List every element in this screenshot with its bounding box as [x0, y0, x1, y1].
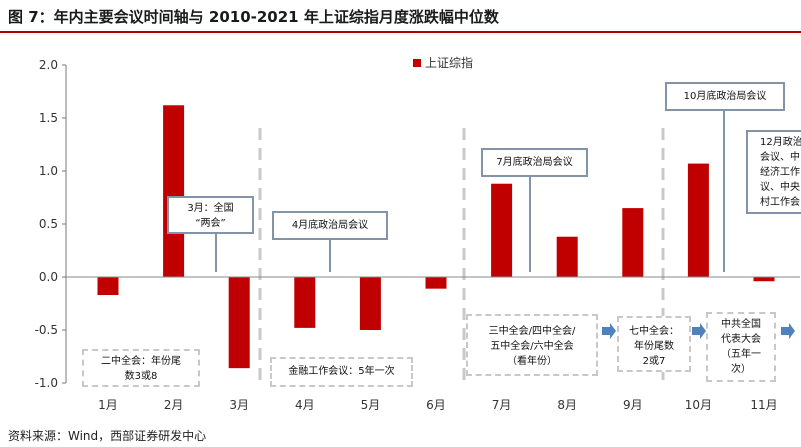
- timeline-arrow-icon: [602, 323, 616, 339]
- annotation-second-plenum: 二中全会：年份尾 数3或8: [82, 349, 200, 387]
- bar-2月: [163, 105, 185, 277]
- annotation-line: 五中全会/六中全会: [490, 341, 574, 352]
- bar-4月: [294, 277, 316, 328]
- annotation-line: 议、中央: [760, 182, 800, 193]
- bar-6月: [425, 277, 447, 289]
- legend-label: 上证综指: [425, 55, 473, 70]
- x-tick-label: 6月: [426, 398, 446, 412]
- bar-5月: [359, 277, 381, 330]
- x-tick-label: 9月: [623, 398, 643, 412]
- bar-10月: [687, 163, 709, 277]
- annotation-two-sessions: 3月：全国 “两会”: [167, 196, 254, 234]
- bar-8月: [556, 236, 578, 277]
- annotation-line: 经济工作: [760, 167, 800, 178]
- x-tick-label: 11月: [750, 398, 777, 412]
- annotation-financial-conference: 金融工作会议：5年一次: [270, 357, 413, 387]
- annotation-line: （五年一: [721, 349, 761, 360]
- annotation-line: 代表大会: [721, 334, 761, 345]
- title-rule: [0, 31, 801, 33]
- y-tick-label: 1.5: [39, 111, 58, 125]
- annotation-october-politburo: 10月底政治局会议: [665, 82, 785, 111]
- annotation-line: 三中全会/四中全会/: [488, 326, 576, 337]
- y-tick-label: 0.0: [39, 270, 58, 284]
- y-tick-label: 1.0: [39, 164, 58, 178]
- x-tick-label: 7月: [492, 398, 512, 412]
- timeline-arrow-icon: [781, 323, 795, 339]
- annotation-line: 七中全会：: [629, 326, 679, 337]
- annotation-line: 中共全国: [721, 319, 761, 330]
- x-tick-label: 3月: [229, 398, 249, 412]
- annotation-line: 二中全会：年份尾: [101, 356, 181, 367]
- source-note: 资料来源：Wind，西部证券研发中心: [8, 429, 207, 443]
- annotation-april-politburo: 4月底政治局会议: [272, 211, 388, 240]
- x-tick-label: 2月: [164, 398, 184, 412]
- x-tick-label: 8月: [557, 398, 577, 412]
- timeline-arrow-icon: [692, 323, 706, 339]
- annotation-party-congress: 中共全国 代表大会 （五年一 次）: [706, 312, 776, 382]
- annotation-line: 会议、中: [760, 152, 800, 163]
- annotation-line: 10月底政治局会议: [683, 91, 767, 102]
- legend-swatch: [413, 59, 421, 67]
- annotation-line: 12月政治: [760, 137, 801, 148]
- x-tick-label: 5月: [361, 398, 381, 412]
- annotation-third-to-sixth-plenum: 三中全会/四中全会/ 五中全会/六中全会 （看年份）: [466, 314, 598, 376]
- bar-chart: 2.0 1.5 1.0 0.5 0.0 -0.5 -1.0 1月 2月 3月 4月 5月 6月 7月 8月 9…: [35, 55, 800, 412]
- annotation-line: 2或7: [642, 356, 666, 367]
- y-tick-label: 2.0: [39, 58, 58, 72]
- annotation-december-meetings: 12月政治 会议、中 经济工作 议、中央 村工作会: [746, 130, 801, 214]
- bar-9月: [622, 208, 644, 277]
- annotation-line: 次）: [731, 364, 751, 375]
- x-tick-label: 10月: [685, 398, 712, 412]
- annotation-line: 金融工作会议：5年一次: [288, 366, 395, 377]
- annotation-line: 年份尾数: [634, 341, 674, 352]
- x-tick-label: 1月: [98, 398, 118, 412]
- y-tick-label: -0.5: [35, 323, 58, 337]
- annotation-line: 7月底政治局会议: [496, 157, 573, 168]
- annotation-july-politburo: 7月底政治局会议: [481, 148, 588, 177]
- x-tick-label: 4月: [295, 398, 315, 412]
- annotation-line: 数3或8: [124, 371, 158, 382]
- annotation-line: 4月底政治局会议: [291, 220, 369, 231]
- annotation-line: “两会”: [195, 218, 226, 229]
- annotation-line: （看年份）: [507, 356, 557, 367]
- bar-7月: [491, 183, 513, 277]
- y-tick-label: 0.5: [39, 217, 58, 231]
- bar-11月: [753, 277, 775, 282]
- annotation-seventh-plenum: 七中全会： 年份尾数 2或7: [617, 316, 691, 372]
- bar-3月: [228, 277, 250, 369]
- figure-title: 图 7：年内主要会议时间轴与 2010-2021 年上证综指月度涨跌幅中位数: [8, 8, 499, 26]
- annotation-line: 村工作会: [760, 197, 800, 208]
- annotation-line: 3月：全国: [187, 203, 234, 214]
- y-tick-label: -1.0: [35, 376, 58, 390]
- bar-1月: [97, 277, 119, 296]
